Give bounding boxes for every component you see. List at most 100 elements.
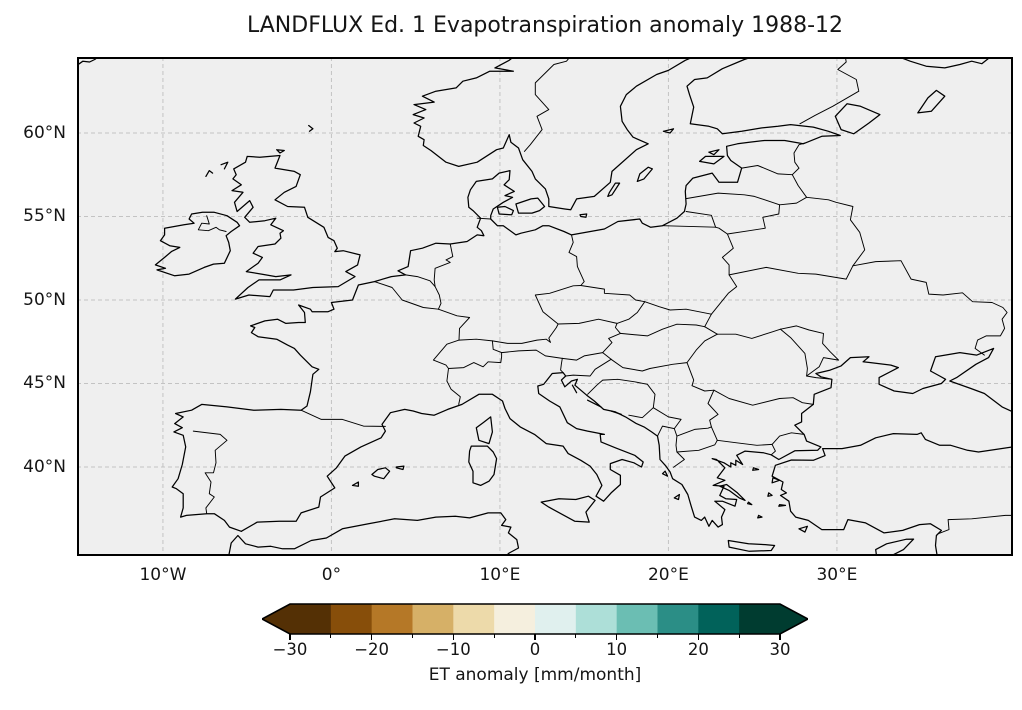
- colorbar-segment: [290, 604, 332, 634]
- colorbar-major-tick: [697, 634, 700, 640]
- country-border: [491, 340, 503, 354]
- country-border: [587, 378, 656, 419]
- coastline: [475, 416, 494, 445]
- coastline: [798, 525, 809, 533]
- coastline: [607, 182, 621, 198]
- country-border: [662, 225, 717, 228]
- coastline: [231, 154, 361, 300]
- lat-tick-label: 60°N: [23, 122, 66, 143]
- colorbar-segment: [412, 604, 454, 634]
- country-border: [523, 57, 571, 152]
- country-border: [716, 328, 781, 339]
- coastline: [308, 124, 314, 132]
- country-border: [779, 174, 808, 206]
- colorbar-major-tick: [534, 634, 536, 640]
- lon-tick-label: 30°E: [816, 565, 858, 585]
- colorbar-major-tick: [779, 634, 781, 640]
- country-border: [780, 328, 808, 377]
- colorbar-tick-label: 20: [687, 640, 709, 659]
- lat-tick-label: 45°N: [23, 373, 66, 394]
- colorbar-minor-tick: [575, 634, 577, 638]
- coastline: [757, 514, 763, 519]
- lat-tick-label: 55°N: [23, 206, 66, 227]
- country-border: [791, 142, 806, 176]
- country-border: [437, 308, 471, 341]
- coastline: [351, 481, 360, 487]
- country-border: [614, 322, 621, 334]
- country-border: [568, 234, 585, 286]
- colorbar-segment: [575, 604, 618, 634]
- country-border: [557, 318, 618, 325]
- country-border: [491, 323, 559, 344]
- colorbar-over-arrow: [780, 604, 808, 634]
- coastline: [579, 213, 588, 218]
- country-border: [446, 368, 461, 405]
- coastline: [571, 384, 578, 394]
- country-border: [713, 389, 814, 406]
- coastline: [917, 89, 946, 114]
- colorbar-major-tick: [452, 634, 455, 640]
- coastline: [662, 128, 675, 134]
- coastline: [661, 470, 669, 477]
- coastline: [708, 149, 720, 156]
- coastline: [154, 211, 241, 277]
- country-border: [580, 285, 646, 303]
- coastline: [767, 492, 773, 497]
- country-border: [602, 332, 621, 354]
- country-border: [434, 286, 442, 310]
- colorbar-tick-label: 0: [529, 640, 541, 659]
- country-border: [619, 323, 706, 337]
- country-border: [561, 352, 604, 361]
- colorbar-tick-label: −10: [435, 640, 471, 659]
- coastline: [371, 467, 391, 480]
- country-border: [937, 514, 1013, 535]
- coastline: [171, 57, 841, 532]
- coastline: [610, 410, 622, 416]
- country-border: [616, 301, 646, 324]
- coastline: [205, 169, 214, 178]
- coastline: [898, 57, 991, 69]
- coastline: [586, 399, 602, 408]
- colorbar-minor-tick: [738, 634, 740, 638]
- colorbar-major-tick: [289, 634, 291, 640]
- country-border: [534, 285, 582, 325]
- coastline: [673, 493, 681, 501]
- colorbar-minor-tick: [330, 634, 332, 638]
- colorbar-under-arrow: [262, 604, 290, 634]
- colorbar-segment: [535, 604, 577, 634]
- country-border: [448, 352, 503, 369]
- country-border: [644, 301, 712, 315]
- lon-tick-label: 20°E: [647, 565, 689, 585]
- country-border: [704, 313, 712, 328]
- colorbar-segment: [371, 604, 414, 634]
- country-border: [197, 215, 227, 232]
- coastline: [276, 149, 285, 154]
- lon-tick-label: 0°: [321, 565, 342, 585]
- coastline: [412, 57, 694, 211]
- coastline: [698, 155, 725, 165]
- country-border: [501, 349, 563, 359]
- country-border: [673, 428, 685, 468]
- country-border: [716, 439, 773, 446]
- colorbar-label: ET anomaly [mm/month]: [428, 665, 642, 685]
- country-border: [770, 443, 776, 456]
- coastline: [719, 483, 746, 502]
- country-border: [710, 233, 738, 315]
- lon-tick-label: 10°W: [139, 565, 187, 585]
- colorbar-tick-label: −20: [354, 640, 390, 659]
- coastline: [515, 197, 546, 214]
- coastline: [875, 538, 915, 556]
- colorbar-tick-label: −30: [272, 640, 308, 659]
- colorbar-minor-tick: [411, 634, 414, 638]
- coastline: [636, 166, 654, 183]
- country-border: [715, 226, 728, 235]
- country-border: [433, 243, 454, 288]
- coastline: [540, 495, 596, 523]
- colorbar-segment: [657, 604, 699, 634]
- country-border: [686, 362, 715, 392]
- country-border: [565, 358, 612, 377]
- lat-tick-label: 40°N: [23, 456, 66, 477]
- colorbar-minor-tick: [493, 634, 495, 638]
- country-border: [560, 357, 564, 374]
